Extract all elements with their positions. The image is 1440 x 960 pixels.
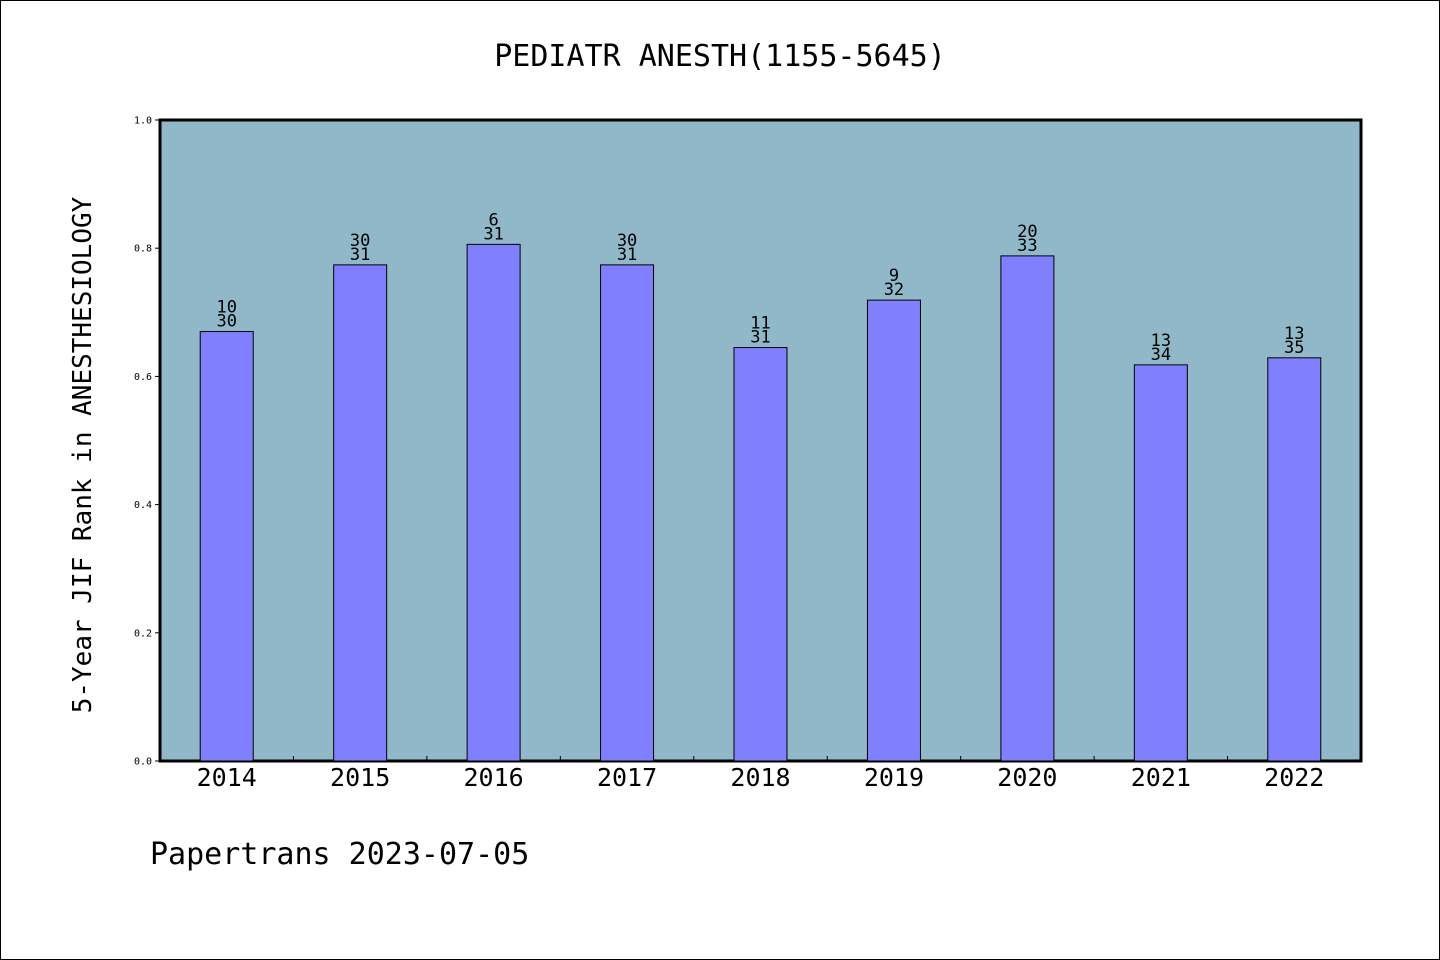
x-tick-label: 2018 [730,763,790,792]
bar-label-rank: 6 [488,210,498,230]
bar-2016 [466,243,521,762]
bar-label-rank: 11 [750,314,770,334]
bar-label-total: 35 [1284,338,1304,358]
bar-label-total: 34 [1151,345,1171,365]
y-tick-label: 0.8 [134,244,152,255]
y-tick-label: 0.0 [134,757,152,768]
x-tick-label: 2022 [1264,763,1324,792]
bar-label-total: 32 [884,280,904,300]
x-tick-label: 2021 [1131,763,1191,792]
x-tick-label: 2015 [330,763,390,792]
bar-2017 [600,264,655,762]
y-axis-label: 5-Year JIF Rank in ANESTHESIOLOGY [68,196,98,713]
bar-label-rank: 13 [1151,331,1171,351]
x-tick-label: 2017 [597,763,657,792]
bar-label-total: 31 [750,328,770,348]
y-axis: 0.0 0.2 0.4 0.6 0.8 1.0 [134,116,160,768]
bar-label-total: 31 [483,224,503,244]
y-tick-label: 0.2 [134,628,152,639]
bar-label-rank: 13 [1284,324,1304,344]
footer-text: Papertrans 2023-07-05 [150,837,529,872]
x-tick-label: 2014 [197,763,257,792]
y-tick-label: 0.4 [134,500,152,511]
bar-label-total: 31 [617,245,637,265]
bar-2018 [733,347,788,762]
bar-label-total: 30 [216,312,236,332]
y-tick-label: 0.6 [134,372,152,383]
x-tick-label: 2019 [864,763,924,792]
bar-label-total: 33 [1017,236,1037,256]
bar-label-rank: 30 [617,231,637,251]
bar-label-rank: 10 [216,298,236,318]
bar-label-total: 31 [350,245,370,265]
bar-2015 [333,264,388,762]
bar-label-rank: 20 [1017,222,1037,242]
bar-2019 [866,299,921,762]
x-tick-label: 2016 [464,763,524,792]
y-tick-label: 1.0 [134,116,152,127]
bar-2021 [1133,364,1188,762]
chart-title: PEDIATR ANESTH(1155-5645) [494,39,946,74]
x-axis: 2014 2015 2016 2017 2018 2019 2020 2021 2022 [197,756,1324,792]
bar-2014 [199,331,254,762]
x-tick-label: 2020 [997,763,1057,792]
bar-label-rank: 30 [350,231,370,251]
bar-2022 [1267,357,1322,762]
bar-2020 [1000,255,1055,762]
bar-label-rank: 9 [889,266,899,286]
